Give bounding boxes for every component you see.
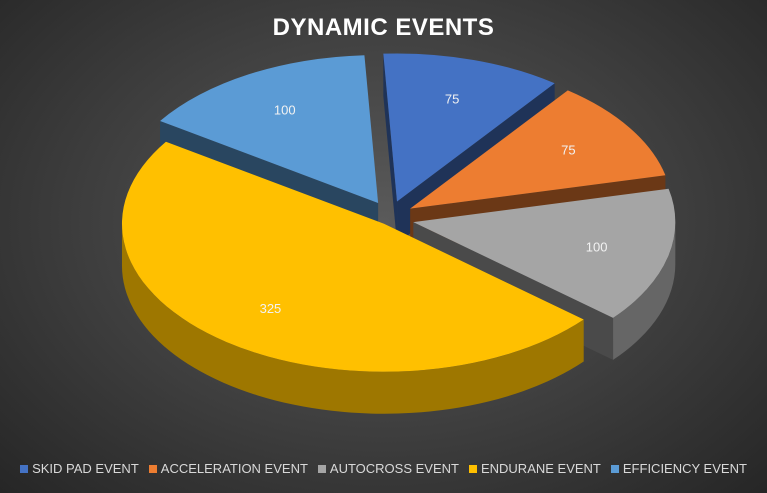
legend-swatch bbox=[317, 464, 326, 473]
pie-edge-skid-pad-event bbox=[383, 53, 398, 244]
legend-item-efficiency-event: EFFICIENCY EVENT bbox=[610, 461, 747, 476]
pie-slice-acceleration-event bbox=[410, 90, 666, 209]
data-label-skid-pad-event: 75 bbox=[445, 92, 459, 107]
legend-item-endurane-event: ENDURANE EVENT bbox=[468, 461, 601, 476]
data-label-acceleration-event: 75 bbox=[561, 143, 575, 158]
pie-side-autocross-event bbox=[613, 222, 676, 360]
legend-swatch bbox=[20, 464, 29, 473]
legend-swatch bbox=[468, 464, 477, 473]
legend-label: AUTOCROSS EVENT bbox=[329, 461, 459, 476]
legend-item-acceleration-event: ACCELERATION EVENT bbox=[148, 461, 308, 476]
pie-slice-endurane-event bbox=[121, 141, 584, 372]
pie-slice-efficiency-event bbox=[160, 55, 379, 203]
legend-item-skid-pad-event: SKID PAD EVENT bbox=[20, 461, 139, 476]
pie-chart: 75 75 100 325 100 bbox=[121, 53, 676, 414]
legend-swatch bbox=[148, 464, 157, 473]
pie-side-endurane-event bbox=[121, 223, 584, 414]
legend-label: EFFICIENCY EVENT bbox=[622, 461, 747, 476]
chart-legend: SKID PAD EVENT ACCELERATION EVENT AUTOCROS… bbox=[0, 461, 767, 476]
legend-swatch bbox=[610, 464, 619, 473]
data-label-endurane-event: 325 bbox=[260, 301, 282, 316]
legend-item-autocross-event: AUTOCROSS EVENT bbox=[317, 461, 459, 476]
legend-label: ENDURANE EVENT bbox=[480, 461, 601, 476]
chart-title: DYNAMIC EVENTS bbox=[272, 14, 495, 41]
pie-slice-autocross-event bbox=[413, 188, 676, 318]
data-label-efficiency-event: 100 bbox=[274, 102, 296, 117]
data-label-autocross-event: 100 bbox=[586, 239, 608, 254]
pie-slice-skid-pad-event bbox=[383, 53, 555, 202]
legend-label: ACCELERATION EVENT bbox=[160, 461, 308, 476]
legend-label: SKID PAD EVENT bbox=[32, 461, 139, 476]
